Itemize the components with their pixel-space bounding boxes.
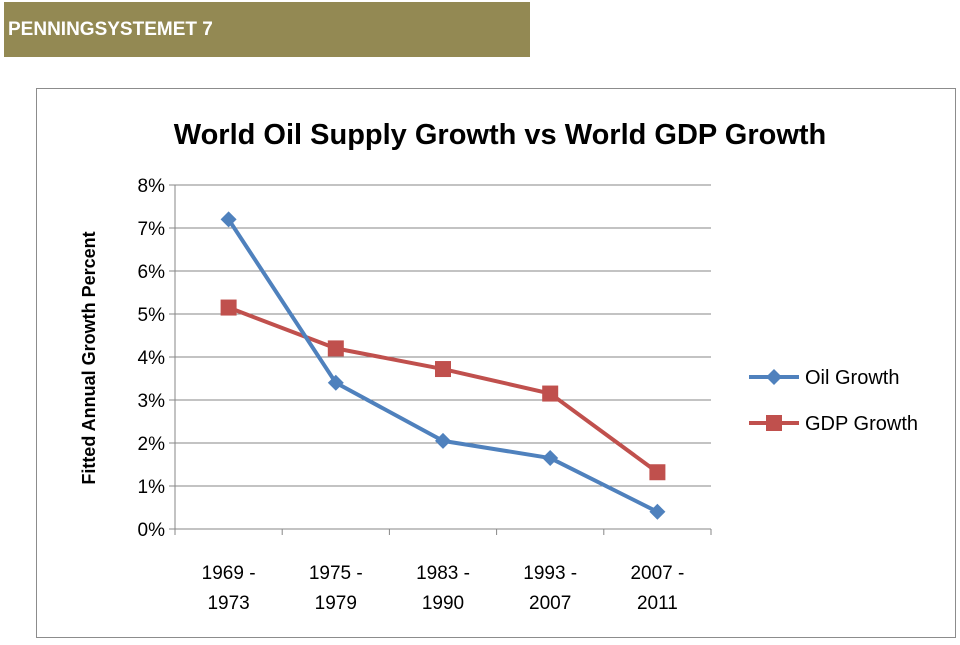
- header-title: PENNINGSYSTEMET 7: [8, 18, 213, 40]
- x-tick-label: 1969 -1973: [202, 563, 256, 614]
- data-point-square: [542, 385, 559, 402]
- data-point-diamond: [220, 211, 237, 228]
- axes: 0% 1% 2% 3% 4% 5% 6% 7% 8% 1969 -1973 1975 -1979 19…: [138, 176, 712, 614]
- data-point-square: [649, 464, 666, 481]
- y-tick-label: 8%: [138, 176, 166, 197]
- x-tick-label: 1983 -1990: [416, 563, 470, 614]
- legend-item: Oil Growth: [749, 367, 899, 389]
- y-tick-label: 0%: [138, 520, 166, 541]
- series-oil-growth: [220, 211, 666, 520]
- data-point-square: [327, 340, 344, 357]
- data-point-square: [766, 415, 782, 431]
- y-tick-label: 6%: [138, 262, 166, 283]
- chart-frame: World Oil Supply Growth vs World GDP Gro…: [36, 88, 956, 638]
- line-chart: World Oil Supply Growth vs World GDP Gro…: [79, 119, 918, 614]
- data-point-diamond: [435, 432, 451, 449]
- data-point-square: [220, 299, 237, 316]
- x-tick-label: 2007 -2011: [630, 563, 684, 614]
- y-tick-label: 7%: [138, 219, 166, 240]
- y-tick-label: 3%: [138, 391, 166, 412]
- data-point-diamond: [766, 369, 782, 385]
- data-point-square: [435, 361, 451, 378]
- x-tick-label: 1993 -2007: [523, 563, 577, 614]
- data-point-diamond: [327, 374, 344, 391]
- header-banner: PENNINGSYSTEMET 7: [4, 2, 530, 57]
- legend-item: GDP Growth: [749, 413, 918, 435]
- chart-title: World Oil Supply Growth vs World GDP Gro…: [174, 119, 827, 151]
- series-gdp-growth: [220, 299, 666, 481]
- legend: Oil Growth GDP Growth: [749, 367, 918, 435]
- y-tick-label: 5%: [138, 305, 166, 326]
- y-tick-label: 4%: [138, 348, 166, 369]
- y-axis-label: Fitted Annual Growth Percent: [79, 231, 99, 484]
- data-point-diamond: [649, 503, 666, 520]
- y-tick-label: 2%: [138, 434, 166, 455]
- data-point-diamond: [542, 450, 559, 467]
- legend-label: GDP Growth: [805, 413, 918, 435]
- x-tick-label: 1975 -1979: [309, 563, 363, 614]
- y-tick-label: 1%: [138, 477, 166, 498]
- legend-label: Oil Growth: [805, 367, 899, 389]
- series-group: [220, 211, 666, 520]
